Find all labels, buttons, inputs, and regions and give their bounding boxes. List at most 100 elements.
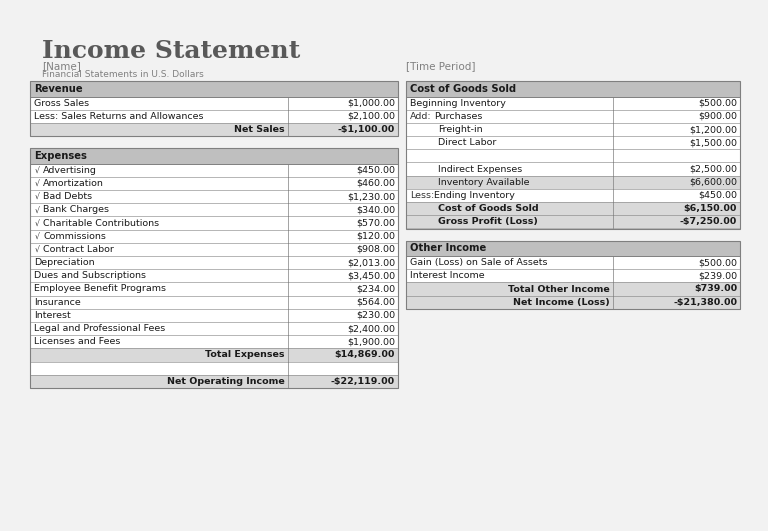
Text: -$22,119.00: -$22,119.00 bbox=[331, 377, 395, 386]
Bar bbox=[30, 148, 398, 388]
Text: √: √ bbox=[35, 218, 40, 227]
Text: $908.00: $908.00 bbox=[356, 245, 395, 254]
Text: Bad Debts: Bad Debts bbox=[43, 192, 92, 201]
Text: $6,600.00: $6,600.00 bbox=[689, 178, 737, 187]
Bar bbox=[30, 148, 398, 164]
Text: $1,900.00: $1,900.00 bbox=[347, 337, 395, 346]
Text: Add:: Add: bbox=[410, 112, 432, 121]
Bar bbox=[406, 81, 740, 97]
Text: Insurance: Insurance bbox=[34, 298, 81, 307]
Text: Revenue: Revenue bbox=[34, 84, 83, 94]
Text: √: √ bbox=[35, 245, 40, 254]
Text: $234.00: $234.00 bbox=[356, 285, 395, 294]
Text: Ending Inventory: Ending Inventory bbox=[434, 191, 515, 200]
Text: Cost of Goods Sold: Cost of Goods Sold bbox=[438, 204, 538, 213]
Text: Total Other Income: Total Other Income bbox=[508, 285, 610, 294]
Bar bbox=[30, 81, 398, 97]
Text: √: √ bbox=[35, 166, 40, 175]
Text: Interest Income: Interest Income bbox=[410, 271, 485, 280]
Text: $120.00: $120.00 bbox=[356, 232, 395, 241]
Text: $450.00: $450.00 bbox=[698, 191, 737, 200]
Text: -$7,250.00: -$7,250.00 bbox=[680, 217, 737, 226]
Text: Direct Labor: Direct Labor bbox=[438, 138, 496, 147]
Text: $460.00: $460.00 bbox=[356, 179, 395, 188]
Text: Cost of Goods Sold: Cost of Goods Sold bbox=[410, 84, 516, 94]
Text: √: √ bbox=[35, 205, 40, 215]
Text: Contract Labor: Contract Labor bbox=[43, 245, 114, 254]
Bar bbox=[406, 241, 740, 256]
Bar bbox=[30, 123, 398, 136]
Text: Less:: Less: bbox=[410, 191, 434, 200]
Bar bbox=[406, 241, 740, 309]
Bar bbox=[30, 348, 398, 362]
Text: Bank Charges: Bank Charges bbox=[43, 205, 109, 215]
Text: Other Income: Other Income bbox=[410, 243, 486, 253]
Text: √: √ bbox=[35, 192, 40, 201]
Text: Legal and Professional Fees: Legal and Professional Fees bbox=[34, 324, 165, 333]
Text: Purchases: Purchases bbox=[434, 112, 482, 121]
Text: [Time Period]: [Time Period] bbox=[406, 61, 475, 71]
Text: Less: Sales Returns and Allowances: Less: Sales Returns and Allowances bbox=[34, 112, 204, 121]
Text: Gross Sales: Gross Sales bbox=[34, 99, 89, 108]
Text: $14,869.00: $14,869.00 bbox=[335, 350, 395, 359]
Text: Dues and Subscriptions: Dues and Subscriptions bbox=[34, 271, 146, 280]
Text: $739.00: $739.00 bbox=[694, 285, 737, 294]
Bar bbox=[30, 81, 398, 136]
Text: $2,013.00: $2,013.00 bbox=[347, 258, 395, 267]
Text: Financial Statements in U.S. Dollars: Financial Statements in U.S. Dollars bbox=[42, 70, 204, 79]
Text: $6,150.00: $6,150.00 bbox=[684, 204, 737, 213]
Bar bbox=[406, 202, 740, 215]
Bar bbox=[30, 375, 398, 388]
Bar bbox=[406, 215, 740, 228]
Text: Depreciation: Depreciation bbox=[34, 258, 94, 267]
Text: $1,500.00: $1,500.00 bbox=[689, 138, 737, 147]
Text: √: √ bbox=[35, 232, 40, 241]
Text: -$1,100.00: -$1,100.00 bbox=[338, 125, 395, 134]
Text: Indirect Expenses: Indirect Expenses bbox=[438, 165, 522, 174]
Text: $1,200.00: $1,200.00 bbox=[689, 125, 737, 134]
Text: Employee Benefit Programs: Employee Benefit Programs bbox=[34, 285, 166, 294]
Bar bbox=[406, 241, 740, 309]
Text: Freight-in: Freight-in bbox=[438, 125, 482, 134]
Bar bbox=[406, 296, 740, 309]
Bar bbox=[30, 81, 398, 136]
Text: $3,450.00: $3,450.00 bbox=[347, 271, 395, 280]
Text: $450.00: $450.00 bbox=[356, 166, 395, 175]
Text: Advertising: Advertising bbox=[43, 166, 97, 175]
Text: Net Operating Income: Net Operating Income bbox=[167, 377, 285, 386]
Text: Gross Profit (Loss): Gross Profit (Loss) bbox=[438, 217, 538, 226]
Text: Licenses and Fees: Licenses and Fees bbox=[34, 337, 121, 346]
Text: $1,000.00: $1,000.00 bbox=[347, 99, 395, 108]
Bar bbox=[406, 81, 740, 228]
Text: Charitable Contributions: Charitable Contributions bbox=[43, 218, 159, 227]
Bar bbox=[406, 176, 740, 189]
Bar bbox=[30, 148, 398, 388]
Text: $2,100.00: $2,100.00 bbox=[347, 112, 395, 121]
Text: Inventory Available: Inventory Available bbox=[438, 178, 529, 187]
Text: $1,230.00: $1,230.00 bbox=[347, 192, 395, 201]
Text: $239.00: $239.00 bbox=[698, 271, 737, 280]
Text: Net Income (Loss): Net Income (Loss) bbox=[513, 298, 610, 307]
Text: [Name]: [Name] bbox=[42, 61, 81, 71]
Text: $2,500.00: $2,500.00 bbox=[689, 165, 737, 174]
Bar bbox=[406, 81, 740, 228]
Text: $2,400.00: $2,400.00 bbox=[347, 324, 395, 333]
Bar bbox=[406, 282, 740, 296]
Text: $900.00: $900.00 bbox=[698, 112, 737, 121]
Text: Beginning Inventory: Beginning Inventory bbox=[410, 99, 506, 108]
Text: Commissions: Commissions bbox=[43, 232, 106, 241]
Text: $564.00: $564.00 bbox=[356, 298, 395, 307]
Text: Gain (Loss) on Sale of Assets: Gain (Loss) on Sale of Assets bbox=[410, 258, 548, 267]
Text: Net Sales: Net Sales bbox=[234, 125, 285, 134]
Text: $340.00: $340.00 bbox=[356, 205, 395, 215]
Text: Interest: Interest bbox=[34, 311, 71, 320]
Text: Income Statement: Income Statement bbox=[42, 39, 300, 63]
Text: $500.00: $500.00 bbox=[698, 99, 737, 108]
Text: $500.00: $500.00 bbox=[698, 258, 737, 267]
Text: $570.00: $570.00 bbox=[356, 218, 395, 227]
Text: Total Expenses: Total Expenses bbox=[205, 350, 285, 359]
Text: -$21,380.00: -$21,380.00 bbox=[673, 298, 737, 307]
Text: Expenses: Expenses bbox=[34, 151, 87, 161]
Text: Amortization: Amortization bbox=[43, 179, 104, 188]
Text: √: √ bbox=[35, 179, 40, 188]
